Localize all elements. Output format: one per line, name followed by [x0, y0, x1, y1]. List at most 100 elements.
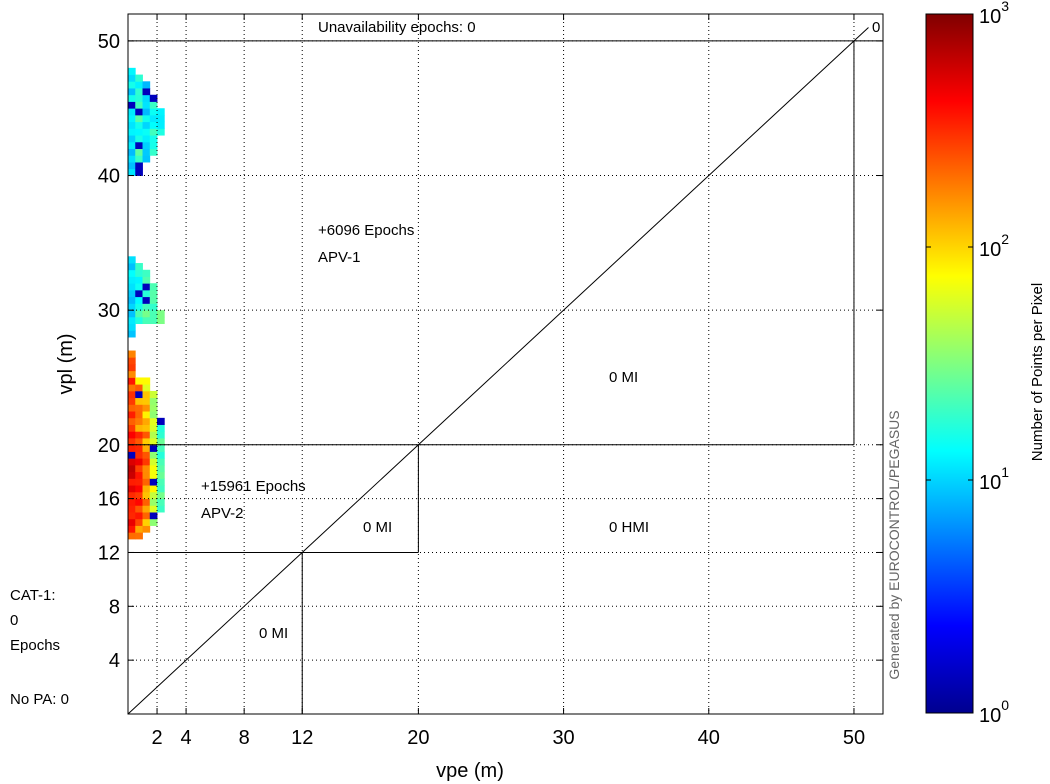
density-cell: [128, 108, 136, 116]
density-cell: [149, 148, 158, 156]
density-cell: [149, 505, 158, 513]
density-cell: [157, 458, 165, 466]
density-cell: [142, 464, 151, 473]
density-cell: [142, 498, 151, 506]
density-cell: [149, 397, 158, 405]
density-cell: [149, 451, 158, 459]
density-cell: [128, 458, 136, 466]
density-cell: [135, 283, 143, 291]
density-cell: [149, 424, 158, 432]
colorbar-tick-exponent: 2: [1001, 231, 1009, 247]
density-cell: [128, 162, 136, 170]
density-cell: [128, 283, 136, 291]
density-cell: [142, 276, 151, 284]
density-cell: [149, 512, 158, 520]
y-tick-label: 40: [98, 166, 120, 188]
density-cell: [135, 458, 143, 466]
density-cell: [149, 478, 158, 486]
density-cell: [157, 438, 165, 446]
cat1-label: CAT-1:: [10, 587, 56, 604]
density-cell: [135, 532, 143, 540]
region-label-apv1-mi: 0 MI: [609, 369, 638, 386]
density-cell: [149, 471, 158, 479]
density-cell: [142, 303, 151, 311]
density-cell: [149, 411, 158, 419]
density-cell: [128, 417, 136, 425]
density-cell: [142, 283, 151, 291]
density-cell: [128, 74, 136, 82]
density-cell: [157, 498, 165, 506]
colorbar-tick-label: 102: [979, 231, 1009, 261]
density-cell: [142, 458, 151, 466]
y-ticks: 4 8 12 16 20 30 40 50: [98, 31, 883, 672]
density-cell: [128, 505, 136, 513]
density-cell: [149, 458, 158, 466]
density-cell: [135, 269, 143, 277]
density-cell: [128, 357, 136, 365]
density-cell: [149, 101, 158, 109]
density-cell: [149, 289, 158, 298]
density-cell: [128, 370, 136, 378]
density-pixels: [128, 67, 165, 540]
density-cell: [135, 411, 143, 419]
density-cell: [128, 397, 136, 405]
density-cell: [142, 94, 151, 102]
density-cell: [128, 81, 136, 89]
density-cell: [128, 296, 136, 304]
density-cell: [128, 532, 136, 540]
density-cell: [128, 88, 136, 96]
region-label-hmi: 0 HMI: [609, 519, 649, 536]
density-cell: [128, 404, 136, 412]
density-cell: [142, 478, 151, 486]
density-cell: [135, 404, 143, 412]
cat1-count: 0: [10, 612, 18, 629]
density-cell: [149, 444, 158, 452]
density-cell: [142, 377, 151, 385]
y-tick-label: 16: [98, 489, 120, 511]
density-cell: [142, 155, 151, 163]
density-cell: [149, 303, 158, 311]
density-cell: [142, 390, 151, 399]
density-cell: [142, 114, 151, 123]
density-cell: [149, 135, 158, 143]
density-cell: [142, 289, 151, 298]
density-cell: [157, 491, 165, 500]
density-cell: [128, 114, 136, 123]
density-cell: [157, 316, 165, 325]
density-cell: [157, 108, 165, 116]
density-cell: [135, 478, 143, 486]
density-cell: [135, 431, 143, 439]
density-cell: [157, 128, 165, 136]
density-cell: [142, 438, 151, 446]
density-cell: [142, 384, 151, 392]
density-cell: [149, 121, 158, 129]
density-cell: [157, 505, 165, 513]
density-cell: [149, 438, 158, 446]
density-cell: [135, 303, 143, 311]
density-cell: [157, 424, 165, 432]
density-cell: [135, 316, 143, 325]
density-cell: [135, 512, 143, 520]
density-cell: [128, 168, 136, 176]
density-cell: [142, 296, 151, 304]
y-tick-label: 50: [98, 31, 120, 53]
density-cell: [149, 114, 158, 123]
density-cell: [128, 498, 136, 506]
density-cell: [142, 88, 151, 96]
density-cell: [128, 424, 136, 432]
density-cell: [149, 498, 158, 506]
density-cell: [128, 438, 136, 446]
density-cell: [128, 471, 136, 479]
density-cell: [142, 310, 151, 318]
density-cell: [128, 512, 136, 520]
density-cell: [135, 498, 143, 506]
density-cell: [128, 451, 136, 459]
density-cell: [149, 310, 158, 318]
x-tick-label: 12: [291, 727, 313, 749]
density-cell: [142, 512, 151, 520]
density-cell: [135, 276, 143, 284]
density-cell: [149, 94, 158, 102]
density-cell: [135, 162, 143, 170]
density-cell: [128, 289, 136, 298]
